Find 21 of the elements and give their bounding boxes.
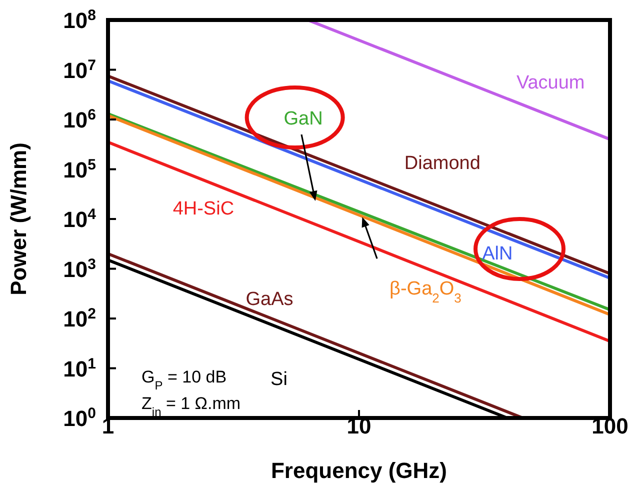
y-tick-label: 10$^{7}$ — [63, 56, 96, 83]
series-label: 4H-SiC — [172, 198, 234, 220]
annotation: G$_{P}$ = 10 dB — [142, 367, 227, 392]
series-label: Diamond — [404, 152, 480, 174]
y-axis-title: Power (W/mm) — [6, 142, 31, 296]
series-label: β-Ga$_{2}$O$_{3}$ — [390, 278, 462, 305]
y-tick-label: 10$^{2}$ — [63, 305, 96, 332]
y-tick-label: 10$^{8}$ — [63, 6, 96, 33]
y-tick-label: 10$^{0}$ — [63, 404, 96, 431]
series-label: Si — [270, 369, 288, 390]
y-tick-label: 10$^{4}$ — [63, 206, 97, 232]
series-label: AlN — [482, 244, 513, 265]
y-tick-label: 10$^{1}$ — [63, 354, 96, 382]
annotation: Z$_{in}$ = 1 Ω.mm — [142, 394, 241, 420]
y-tick-label: 10$^{3}$ — [63, 255, 96, 282]
x-axis-title: Frequency (GHz) — [270, 458, 448, 483]
text: GaN — [284, 108, 323, 130]
y-tick-label: 10$^{5}$ — [63, 156, 96, 182]
series-label: GaAs — [246, 288, 294, 310]
y-tick-label: 10$^{6}$ — [63, 106, 96, 132]
series-label: Vacuum — [516, 72, 585, 94]
